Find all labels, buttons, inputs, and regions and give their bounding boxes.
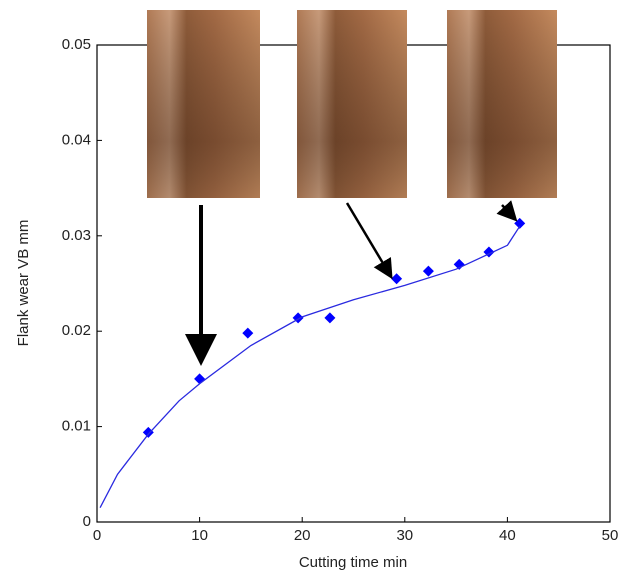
x-tick-label: 0 (93, 527, 101, 544)
x-tick-label: 20 (294, 527, 311, 544)
data-point (142, 426, 154, 438)
data-point (391, 273, 403, 285)
y-tick-label: 0.01 (62, 418, 91, 435)
y-axis-label: Flank wear VB mm (15, 220, 32, 347)
data-point (422, 265, 434, 277)
x-tick-label: 50 (602, 527, 619, 544)
arrow (496, 200, 518, 222)
plot-area: 0 10 20 30 40 50 0 0.01 0.02 0.03 0.04 0.05 (62, 36, 619, 544)
data-point (194, 373, 206, 385)
x-axis-label: Cutting time min (299, 554, 407, 571)
tool-photo (447, 10, 557, 198)
x-tick-label: 40 (499, 527, 516, 544)
tool-photo (147, 10, 260, 198)
insets (147, 10, 557, 366)
tool-photo (297, 10, 407, 198)
y-tick-label: 0.05 (62, 36, 91, 53)
arrow (345, 202, 393, 280)
y-tick-label: 0.04 (62, 131, 91, 148)
fit-line (99, 225, 521, 509)
x-tick-label: 10 (191, 527, 208, 544)
x-tick-label: 30 (396, 527, 413, 544)
y-tick-label: 0.02 (62, 322, 91, 339)
data-point (242, 327, 254, 339)
y-tick-label: 0 (83, 513, 91, 530)
y-tick-label: 0.03 (62, 227, 91, 244)
data-point (324, 312, 336, 324)
